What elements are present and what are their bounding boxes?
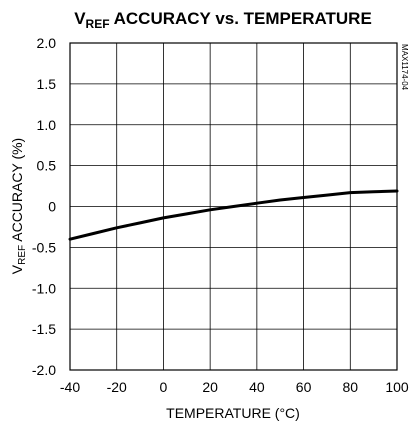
figure-code: MAX1174-04 bbox=[400, 44, 409, 91]
y-tick-labels: 2.0 1.5 1.0 0.5 0 -0.5 -1.0 -1.5 -2.0 bbox=[32, 35, 56, 378]
y-tick-label: -2.0 bbox=[32, 362, 56, 378]
x-tick-label: 60 bbox=[296, 379, 312, 395]
x-tick-label: -20 bbox=[107, 379, 127, 395]
y-tick-label: -0.5 bbox=[32, 239, 56, 255]
series-layer bbox=[68, 189, 399, 241]
x-tick-labels: -40 -20 0 20 40 60 80 100 bbox=[60, 379, 409, 395]
y-tick-label: 0.5 bbox=[37, 158, 57, 174]
x-tick-label: 100 bbox=[385, 379, 409, 395]
x-axis-label: TEMPERATURE (°C) bbox=[166, 405, 300, 421]
chart-title: VREF ACCURACY vs. TEMPERATURE bbox=[74, 9, 372, 31]
plot-frame bbox=[69, 42, 398, 371]
y-tick-label: -1.5 bbox=[32, 321, 56, 337]
x-tick-label: 40 bbox=[249, 379, 265, 395]
y-tick-label: 1.5 bbox=[37, 76, 57, 92]
x-tick-label: 20 bbox=[202, 379, 218, 395]
x-tick-label: 80 bbox=[342, 379, 358, 395]
y-tick-label: -1.0 bbox=[32, 280, 56, 296]
x-tick-label: -40 bbox=[60, 379, 80, 395]
y-tick-label: 1.0 bbox=[37, 117, 57, 133]
x-tick-label: 0 bbox=[160, 379, 168, 395]
series-line bbox=[68, 189, 399, 241]
y-tick-label: 2.0 bbox=[37, 35, 57, 51]
y-axis-label: VREF ACCURACY (%) bbox=[9, 138, 28, 274]
y-tick-label: 0 bbox=[48, 199, 56, 215]
